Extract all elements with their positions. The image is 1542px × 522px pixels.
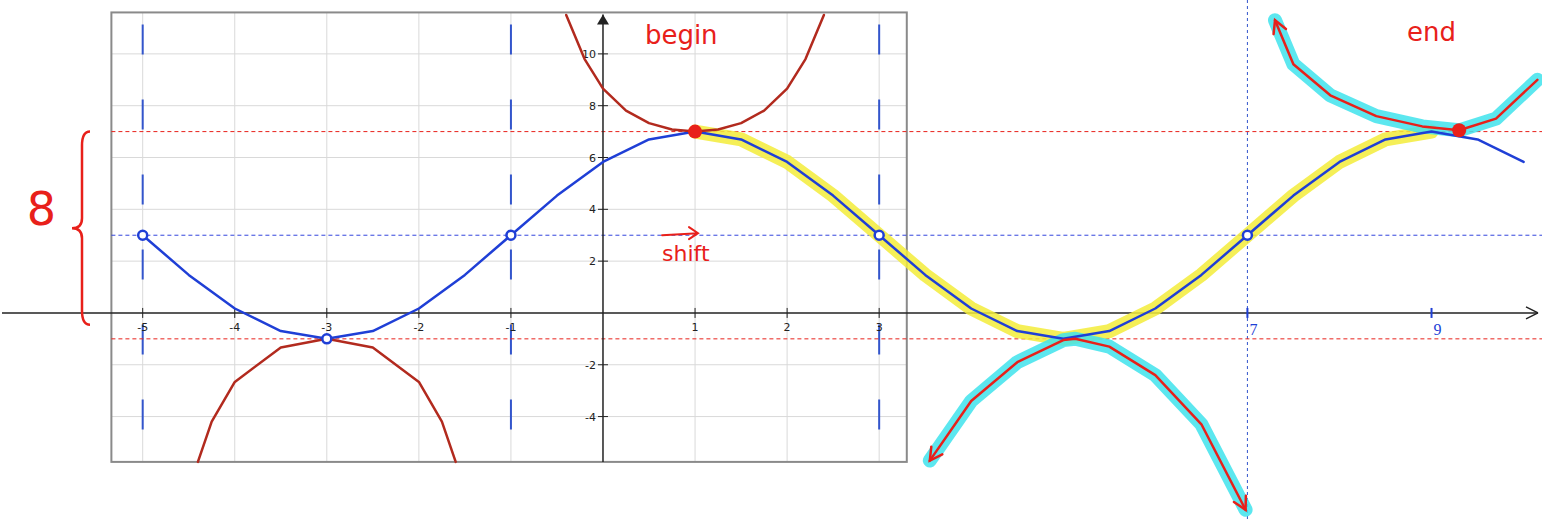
grid-line <box>111 209 906 210</box>
x-axis <box>2 312 1538 314</box>
y-tick <box>598 53 608 54</box>
y-tick-label: 6 <box>589 152 596 165</box>
point <box>1243 231 1252 240</box>
y-tick <box>598 364 608 365</box>
grid-line <box>111 364 906 365</box>
series-group <box>138 15 1537 510</box>
highlight <box>695 132 1431 339</box>
x-tick-label: -4 <box>229 321 240 334</box>
x-tick-label: -5 <box>137 321 148 334</box>
y-tick <box>598 105 608 106</box>
grid-line <box>326 12 327 461</box>
annotation: begin <box>645 20 718 50</box>
annotation: shift <box>662 241 710 266</box>
x-tick-label: -2 <box>413 321 424 334</box>
axes <box>2 14 1538 461</box>
point <box>322 334 331 343</box>
y-tick-label: 2 <box>589 255 596 268</box>
y-axis-arrow <box>597 14 609 24</box>
x-tick <box>1246 308 1248 318</box>
point <box>138 231 147 240</box>
asymptotes <box>143 0 1248 522</box>
x-tick <box>1431 308 1433 318</box>
x-tick <box>879 308 880 318</box>
ticks: -5-4-3-2-112379-4-2246810 <box>137 48 1441 424</box>
y-tick <box>598 157 608 158</box>
guide-line <box>111 131 1542 132</box>
chart: -5-4-3-2-112379-4-2246810beginendshift8 <box>0 0 1542 522</box>
y-tick-label: -4 <box>585 411 596 424</box>
grid <box>111 12 906 461</box>
grid-line <box>111 261 906 262</box>
x-tick-label: 2 <box>784 321 791 334</box>
y-tick-label: 4 <box>589 203 596 216</box>
x-tick-label: 7 <box>1249 321 1257 338</box>
guide-line <box>111 235 1542 236</box>
x-tick <box>326 308 327 318</box>
x-axis-arrow <box>1526 307 1538 319</box>
point <box>875 231 884 240</box>
x-tick <box>142 308 143 318</box>
graph-window <box>111 12 906 461</box>
curve <box>566 15 824 132</box>
key-point <box>1452 123 1466 137</box>
x-tick <box>695 308 696 318</box>
arrowhead <box>1234 496 1246 510</box>
guides <box>111 132 1542 339</box>
key-point <box>688 125 702 139</box>
grid-line <box>111 105 906 106</box>
y-tick-label: -2 <box>585 359 596 372</box>
y-tick <box>598 209 608 210</box>
y-tick <box>598 416 608 417</box>
grid-line <box>234 12 235 461</box>
x-tick-label: 1 <box>692 321 699 334</box>
asymptote <box>1247 0 1248 522</box>
curve <box>930 339 1246 510</box>
annotation: end <box>1407 17 1456 47</box>
grid-line <box>111 416 906 417</box>
annotation: 8 <box>27 182 56 236</box>
x-tick <box>787 308 788 318</box>
grid-line <box>787 12 788 461</box>
y-tick <box>598 261 608 262</box>
brace <box>72 132 90 325</box>
x-tick <box>510 308 511 318</box>
arrowhead <box>1274 20 1286 34</box>
curve <box>198 339 456 462</box>
grid-line <box>695 12 696 461</box>
grid-line <box>418 12 419 461</box>
highlight <box>930 339 1246 510</box>
x-tick-label: 9 <box>1434 321 1442 338</box>
curve <box>143 132 1524 339</box>
y-axis <box>602 14 604 461</box>
point <box>506 231 515 240</box>
shift-arrow <box>662 227 698 239</box>
arrowhead <box>930 447 943 461</box>
background <box>0 0 1542 522</box>
grid-line <box>111 53 906 54</box>
x-tick-label: -1 <box>505 321 516 334</box>
y-tick-label: 8 <box>589 100 596 113</box>
x-tick-label: 3 <box>876 321 883 334</box>
x-tick-label: -3 <box>321 321 332 334</box>
